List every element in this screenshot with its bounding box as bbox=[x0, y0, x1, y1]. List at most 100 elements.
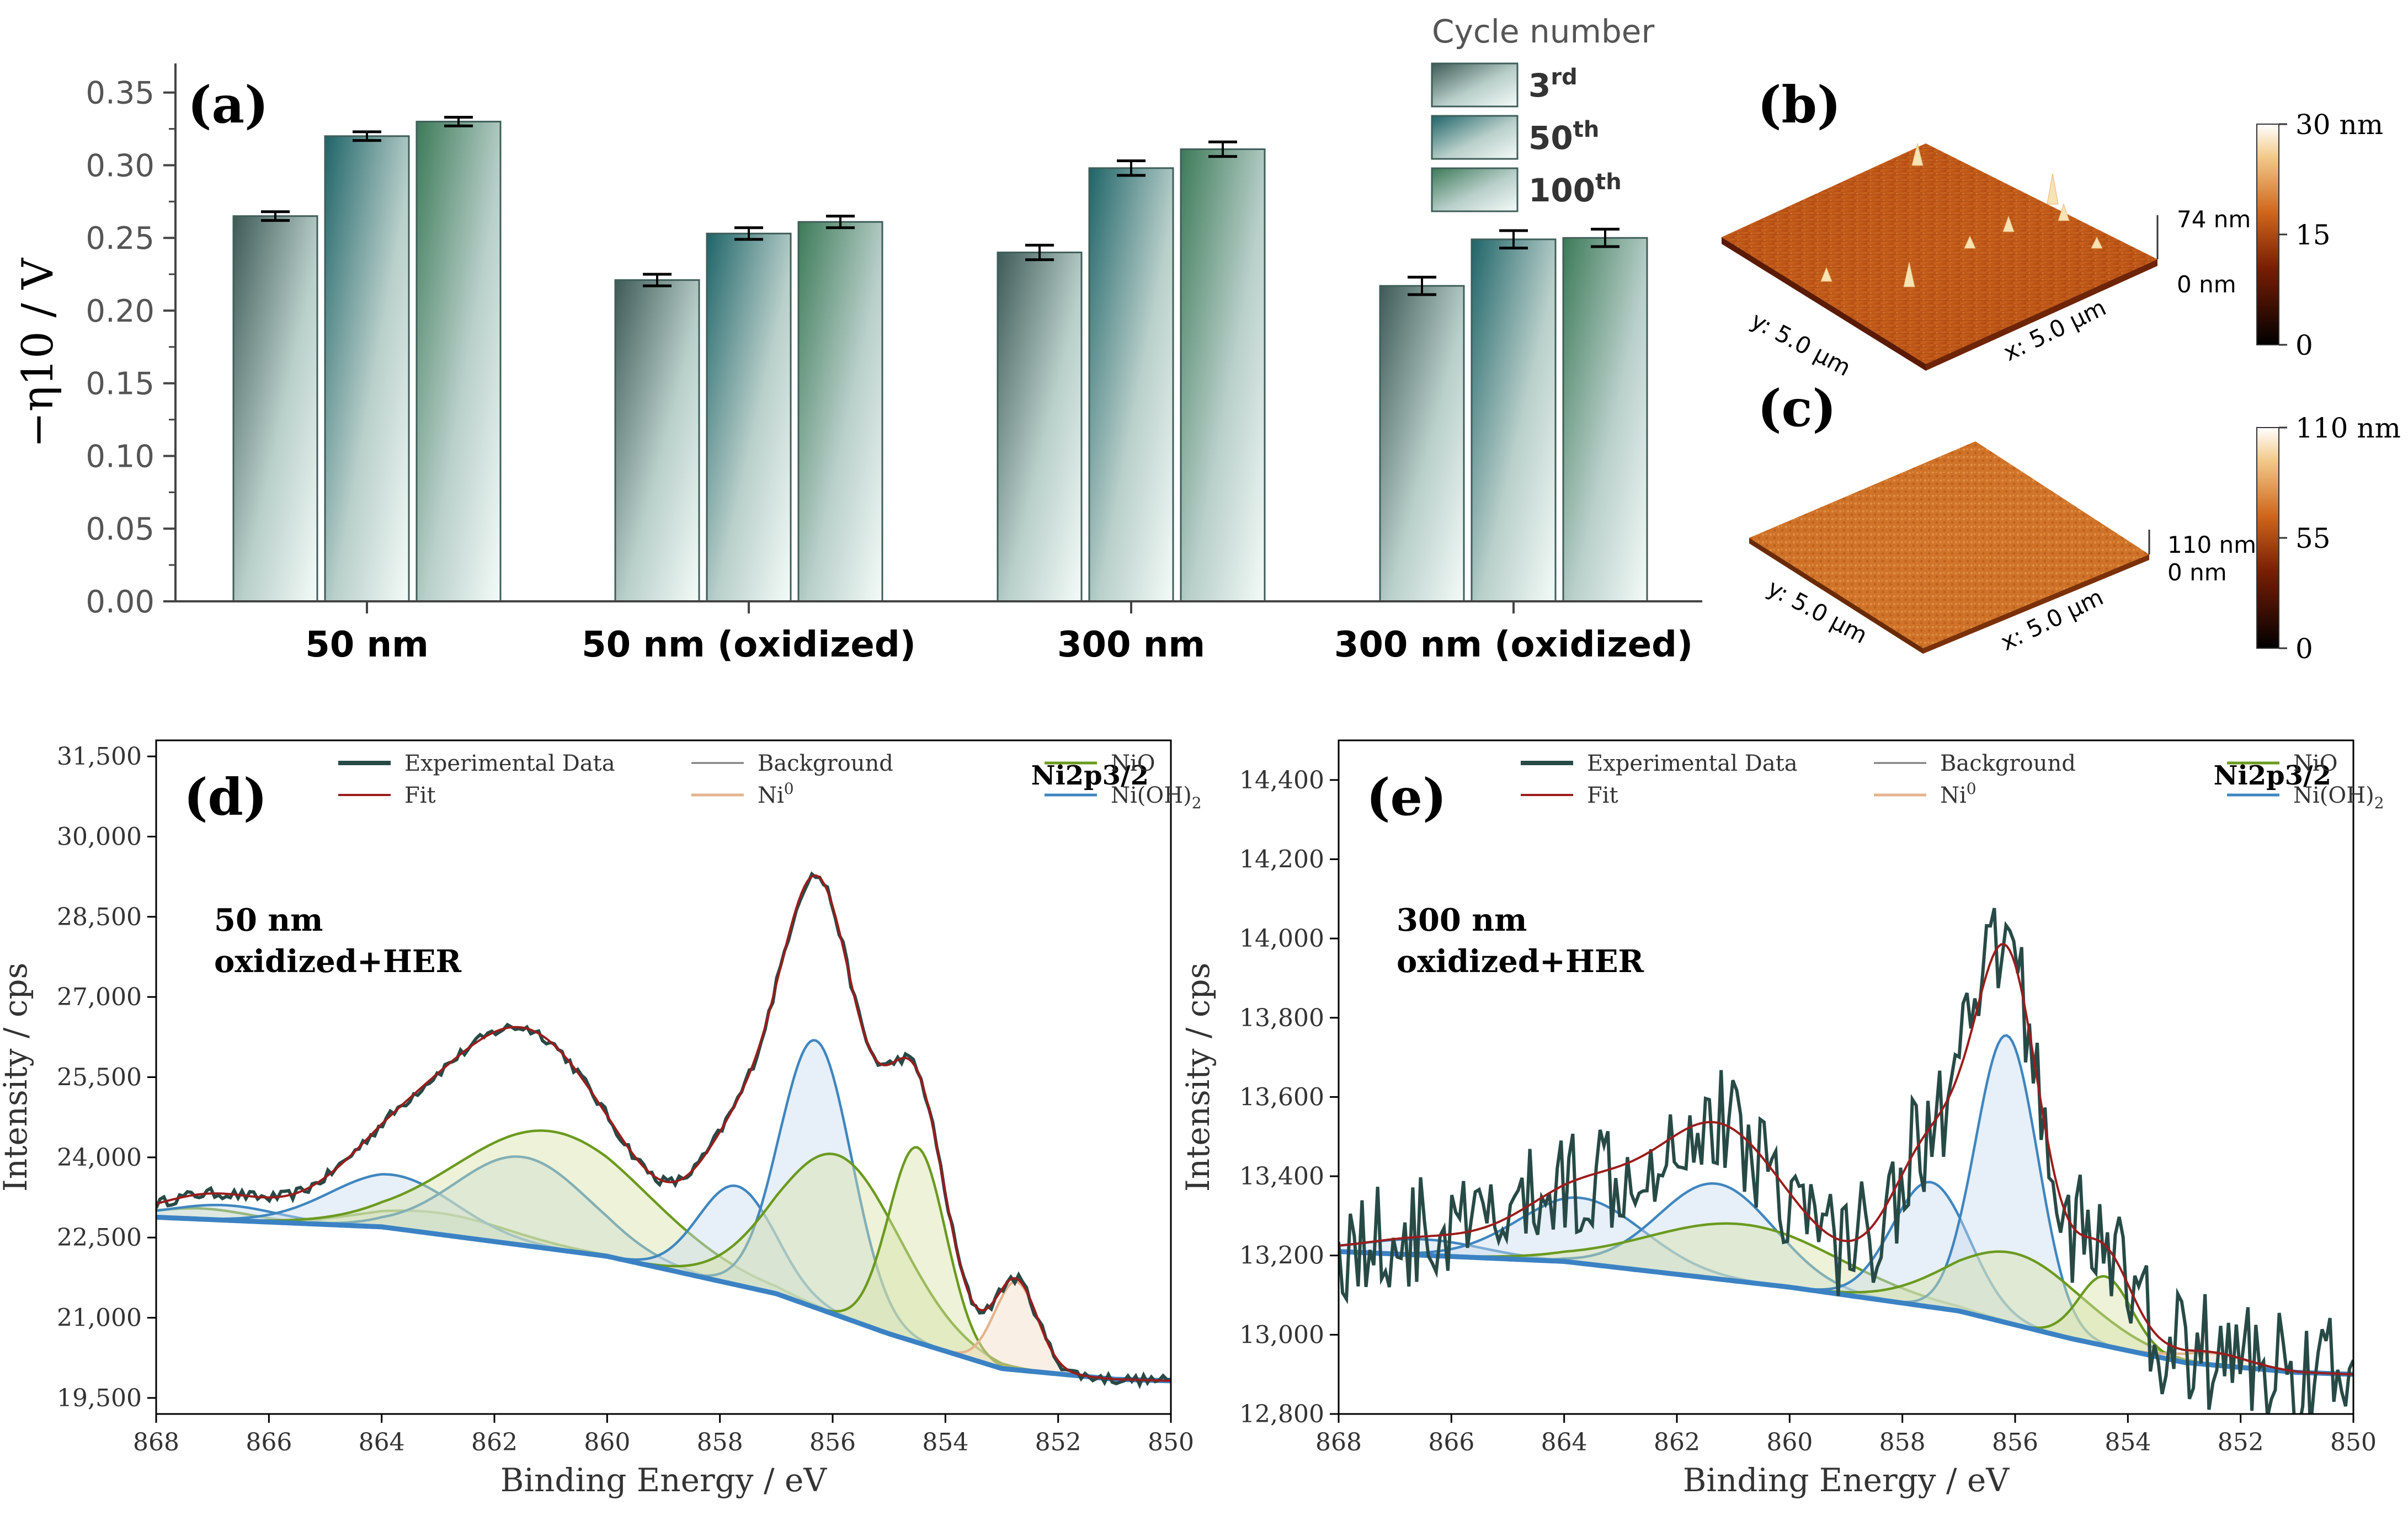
x-category-label: 300 nm (oxidized) bbox=[1334, 625, 1693, 665]
panel-label: (e) bbox=[1366, 767, 1447, 827]
legend: Cycle number 3rd 50th 100th bbox=[1431, 13, 1654, 212]
x-tick-label: 864 bbox=[359, 1428, 405, 1456]
legend-label: Experimental Data bbox=[404, 751, 615, 776]
afm-panel-b: (b) 74 nm 0 nm y: 5.0 µm x: 5.0 µm 30 nm… bbox=[1722, 75, 2383, 381]
x-tick-label: 864 bbox=[1541, 1428, 1587, 1456]
xps-panel-d: 868 866 864 862 860 858 856 854 852 850 19,500 21,0… bbox=[0, 739, 1202, 1499]
colorbar-b bbox=[2256, 124, 2279, 345]
panel-label-b: (b) bbox=[1757, 75, 1841, 135]
colorbar-c-max: 110 nm bbox=[2295, 412, 2401, 444]
legend-label: Ni(OH)2 bbox=[2293, 783, 2384, 812]
legend-swatch-50th bbox=[1431, 115, 1519, 160]
x-tick-label: 858 bbox=[1879, 1428, 1926, 1456]
y-tick-label: 28,500 bbox=[57, 903, 142, 931]
legend-label: Background bbox=[758, 751, 893, 776]
panel-label: (d) bbox=[184, 767, 267, 827]
bar-50th-1 bbox=[706, 232, 792, 602]
legend-label-3rd: 3rd bbox=[1528, 65, 1578, 104]
legend-label: Ni(OH)2 bbox=[1111, 783, 1202, 812]
y-axis-title: Intensity / cps bbox=[1179, 963, 1217, 1192]
legend-swatch-100th bbox=[1431, 167, 1519, 212]
xps-panel-e: 868 866 864 862 860 858 856 854 852 850 12,800 13,0… bbox=[1179, 739, 2384, 1499]
z-max-b: 74 nm bbox=[2177, 206, 2251, 233]
experimental-data-line bbox=[1339, 908, 2353, 1414]
colorbar-b-max: 30 nm bbox=[2295, 109, 2383, 141]
bar-3rd-0 bbox=[232, 215, 318, 602]
z-max-c: 110 nm bbox=[2167, 531, 2256, 558]
colorbar-b-min: 0 bbox=[2295, 329, 2313, 361]
legend-label: Fit bbox=[1587, 783, 1618, 808]
sample-annotation: 50 nm bbox=[214, 902, 323, 938]
x-axis-title: Binding Energy / eV bbox=[1683, 1461, 2010, 1499]
legend-label-50th: 50th bbox=[1528, 117, 1599, 157]
y-tick-label: 0.30 bbox=[86, 148, 155, 184]
bar-100th-0 bbox=[415, 120, 502, 602]
x-tick-label: 866 bbox=[1428, 1428, 1474, 1456]
y-tick-label: 0.35 bbox=[86, 76, 155, 111]
y-tick-label: 12,800 bbox=[1239, 1400, 1324, 1428]
colorbar-b-mid: 15 bbox=[2295, 219, 2331, 251]
fit-line bbox=[156, 874, 1171, 1382]
x-tick-label: 852 bbox=[2218, 1428, 2264, 1456]
sample-annotation: oxidized+HER bbox=[1397, 943, 1644, 980]
legend-label: Ni0 bbox=[1940, 780, 1977, 808]
legend-label: Experimental Data bbox=[1587, 751, 1798, 776]
y-tick-label: 14,200 bbox=[1239, 845, 1324, 873]
legend-title: Cycle number bbox=[1432, 13, 1654, 50]
x-tick-label: 860 bbox=[1766, 1428, 1813, 1456]
y-tick-label: 19,500 bbox=[57, 1384, 142, 1412]
legend-swatch-3rd bbox=[1431, 62, 1519, 108]
y-tick-label: 14,000 bbox=[1239, 925, 1324, 953]
y-axis-title: Intensity / cps bbox=[0, 963, 34, 1192]
x-tick-label: 860 bbox=[584, 1428, 630, 1456]
legend-label: Ni0 bbox=[758, 780, 794, 808]
y-axis-title: −η10 / V bbox=[13, 258, 63, 448]
sample-annotation: oxidized+HER bbox=[214, 943, 462, 980]
y-tick-label: 13,000 bbox=[1239, 1321, 1324, 1349]
bar-50th-2 bbox=[1088, 167, 1174, 602]
spectrum-tag: Ni2p3/2 bbox=[1031, 760, 1149, 791]
y-tick-label: 25,500 bbox=[57, 1064, 142, 1092]
y-tick-label: 31,500 bbox=[57, 743, 142, 771]
x-tick-label: 856 bbox=[809, 1428, 856, 1456]
y-tick-label: 0.25 bbox=[86, 221, 155, 257]
legend-label-100th: 100th bbox=[1528, 169, 1622, 209]
sample-annotation: 300 nm bbox=[1397, 902, 1527, 938]
legend-label: NiO bbox=[1111, 751, 1155, 776]
bar-3rd-1 bbox=[614, 279, 700, 602]
colorbar-c bbox=[2256, 427, 2279, 649]
y-tick-label: 22,500 bbox=[57, 1224, 142, 1252]
y-tick-label: 14,400 bbox=[1239, 766, 1324, 794]
y-tick-label: 24,000 bbox=[57, 1144, 142, 1172]
plot-frame bbox=[1338, 739, 2354, 1415]
z-min-c: 0 nm bbox=[2167, 559, 2227, 586]
panel-label-c: (c) bbox=[1757, 378, 1836, 438]
x-tick-label: 862 bbox=[1654, 1428, 1700, 1456]
x-tick-label: 854 bbox=[922, 1428, 968, 1456]
bar-50th-3 bbox=[1471, 238, 1557, 602]
x-category-label: 50 nm (oxidized) bbox=[582, 625, 916, 665]
bar-100th-3 bbox=[1562, 237, 1648, 602]
background-line bbox=[1339, 1249, 2353, 1377]
x-tick-label: 852 bbox=[1035, 1428, 1082, 1456]
x-category-label: 300 nm bbox=[1057, 625, 1205, 665]
colorbar-c-mid: 55 bbox=[2295, 522, 2331, 554]
afm-panel-c: (c) 110 nm 0 nm y: 5.0 µm x: 5.0 µm 110 … bbox=[1749, 378, 2401, 665]
y-axis-b: y: 5.0 µm bbox=[1746, 307, 1855, 382]
x-tick-label: 868 bbox=[133, 1428, 179, 1456]
z-min-b: 0 nm bbox=[2177, 271, 2236, 298]
background-line bbox=[156, 1214, 1171, 1384]
panel-label-a: (a) bbox=[188, 75, 269, 135]
y-tick-label: 13,200 bbox=[1239, 1242, 1324, 1270]
x-tick-label: 858 bbox=[697, 1428, 743, 1456]
legend-label: Fit bbox=[404, 783, 436, 808]
y-tick-label: 0.20 bbox=[86, 293, 155, 329]
legend-label: Background bbox=[1940, 751, 2076, 776]
y-tick-label: 27,000 bbox=[57, 983, 142, 1011]
x-tick-label: 868 bbox=[1315, 1428, 1362, 1456]
x-tick-label: 862 bbox=[471, 1428, 518, 1456]
x-tick-label: 856 bbox=[1992, 1428, 2038, 1456]
x-tick-label: 850 bbox=[1148, 1428, 1194, 1456]
y-tick-label: 0.10 bbox=[86, 439, 155, 474]
